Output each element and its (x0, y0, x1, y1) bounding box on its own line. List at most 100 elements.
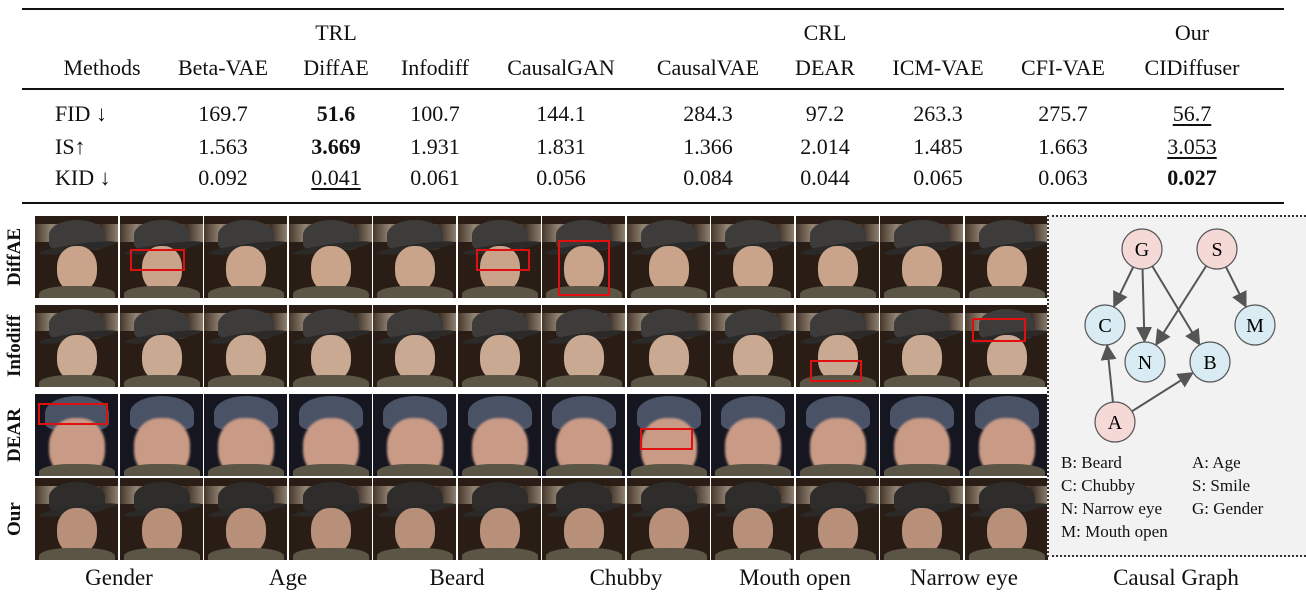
face-part (293, 464, 369, 476)
face-part (226, 246, 266, 292)
column-header: Methods (63, 55, 141, 80)
table-cell: 51.6 (316, 101, 356, 126)
row-label: Infodiff (4, 314, 25, 378)
face-part (311, 335, 351, 381)
face-image (120, 216, 203, 298)
face-part (969, 464, 1045, 476)
column-label: Causal Graph (1113, 565, 1239, 590)
node-label: M (1246, 315, 1264, 337)
face-part (57, 335, 97, 381)
face-image (542, 305, 625, 387)
face-part (884, 286, 960, 298)
face-image (458, 305, 541, 387)
face-part (395, 335, 435, 381)
highlight-box (971, 318, 1027, 342)
highlight-box (640, 427, 694, 450)
face-part (208, 286, 284, 298)
face-part (480, 508, 520, 554)
face-image (120, 478, 203, 560)
table-cell: 0.041 (311, 165, 361, 190)
node-label: A (1108, 412, 1123, 434)
face-image (542, 216, 625, 298)
face-image (711, 394, 794, 476)
face-part (969, 286, 1045, 298)
legend-entry: M: Mouth open (1061, 522, 1168, 541)
face-part (546, 464, 622, 476)
table-cell: 100.7 (410, 101, 460, 126)
node-M (1234, 304, 1276, 346)
face-image (35, 478, 118, 560)
table-cell: 1.663 (1038, 134, 1088, 159)
face-part (818, 335, 858, 381)
face-image (458, 216, 541, 298)
face-part (226, 335, 266, 381)
column-header: CausalVAE (656, 55, 760, 80)
face-part (293, 286, 369, 298)
table-cell: 169.7 (198, 101, 248, 126)
column-label: Chubby (589, 565, 663, 590)
face-image (965, 394, 1048, 476)
face-part (39, 286, 115, 298)
table-cell: 2.014 (800, 134, 850, 159)
edge-A-C (1100, 343, 1117, 403)
face-image (373, 216, 456, 298)
face-part (124, 286, 200, 298)
face-part (395, 508, 435, 554)
face-image (711, 216, 794, 298)
face-image (373, 305, 456, 387)
face-part (987, 335, 1027, 381)
table-cell: 1.366 (683, 134, 733, 159)
node-S (1196, 228, 1238, 270)
legend-entry: N: Narrow eye (1061, 499, 1163, 518)
table-cell: 0.027 (1167, 165, 1217, 190)
face-part (546, 548, 622, 560)
face-image (796, 478, 879, 560)
face-image (458, 394, 541, 476)
face-image (204, 305, 287, 387)
highlight-box (129, 248, 185, 271)
table-cell: 1.485 (913, 134, 963, 159)
face-image (35, 394, 118, 476)
face-part (293, 548, 369, 560)
table-cell: 0.065 (913, 165, 963, 190)
metric-label: KID ↓ (55, 165, 111, 190)
face-image (204, 216, 287, 298)
column-header: CIDiffuser (1144, 55, 1240, 80)
face-image (204, 478, 287, 560)
face-image (880, 216, 963, 298)
node-label: C (1098, 315, 1111, 337)
face-part (715, 286, 791, 298)
face-image (627, 216, 710, 298)
node-C (1084, 304, 1126, 346)
causal-graph-panel: G S A C N B M B: Beard A: Age C: Chubby S: Smile N… (1047, 215, 1306, 557)
top-rule (22, 8, 1284, 10)
metric-label: IS↑ (55, 134, 86, 159)
legend-entry: A: Age (1192, 453, 1241, 472)
face-part (57, 508, 97, 554)
face-part (902, 335, 942, 381)
face-part (800, 464, 876, 476)
face-image (542, 394, 625, 476)
face-image (289, 394, 372, 476)
table-cell: 3.053 (1167, 134, 1217, 159)
face-part (884, 464, 960, 476)
face-part (377, 548, 453, 560)
table-cell: 1.931 (410, 134, 460, 159)
face-part (987, 246, 1027, 292)
face-image (120, 394, 203, 476)
face-part (564, 335, 604, 381)
face-image (880, 478, 963, 560)
face-part (39, 375, 115, 387)
table-cell: 1.563 (198, 134, 248, 159)
face-part (462, 548, 538, 560)
column-header: DEAR (795, 55, 855, 80)
face-image (880, 305, 963, 387)
face-part (631, 464, 707, 476)
node-label: S (1211, 239, 1222, 261)
face-image (627, 394, 710, 476)
column-label: Narrow eye (910, 565, 1018, 590)
face-part (884, 375, 960, 387)
face-part (226, 508, 266, 554)
edge-G-N (1136, 268, 1153, 344)
